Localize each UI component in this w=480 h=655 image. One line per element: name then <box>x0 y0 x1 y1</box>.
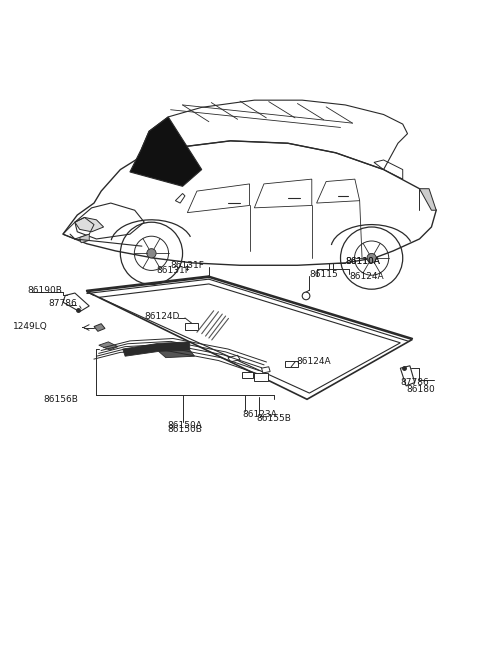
Text: 1249LQ: 1249LQ <box>12 322 48 331</box>
Polygon shape <box>94 324 105 331</box>
Polygon shape <box>228 355 240 362</box>
Text: 86150B: 86150B <box>168 426 203 434</box>
Text: 86124A: 86124A <box>349 272 384 281</box>
Polygon shape <box>80 234 89 243</box>
Text: 87786: 87786 <box>401 378 430 387</box>
Polygon shape <box>75 217 104 232</box>
Text: 86124A: 86124A <box>297 356 331 365</box>
Bar <box>185 323 198 330</box>
Text: 86110A: 86110A <box>345 257 380 267</box>
Polygon shape <box>262 367 270 373</box>
Polygon shape <box>420 189 436 210</box>
Bar <box>285 360 298 367</box>
Polygon shape <box>99 342 118 350</box>
Text: 86180: 86180 <box>407 384 435 394</box>
Text: 86124D: 86124D <box>144 312 180 322</box>
Polygon shape <box>158 350 194 358</box>
Text: 86190B: 86190B <box>27 286 62 295</box>
Text: 86131F: 86131F <box>170 261 204 270</box>
Polygon shape <box>123 342 190 356</box>
Polygon shape <box>130 117 202 186</box>
Text: 87786: 87786 <box>48 299 77 308</box>
Text: 86150A: 86150A <box>168 421 203 430</box>
Text: 86115: 86115 <box>310 271 338 279</box>
Text: 86110A: 86110A <box>345 257 380 267</box>
Circle shape <box>302 292 310 300</box>
Text: 86155B: 86155B <box>256 414 291 423</box>
Text: 86123A: 86123A <box>242 409 277 419</box>
Circle shape <box>147 249 156 258</box>
Text: 86156B: 86156B <box>44 395 79 403</box>
Circle shape <box>367 253 376 263</box>
Text: 86131F: 86131F <box>156 265 190 274</box>
Bar <box>254 373 268 381</box>
Bar <box>242 371 253 378</box>
